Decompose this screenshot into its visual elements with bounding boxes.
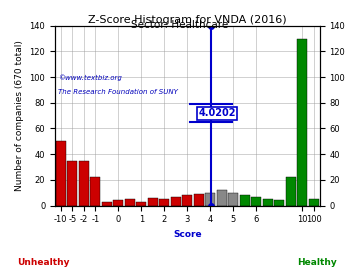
X-axis label: Score: Score bbox=[173, 230, 202, 239]
Bar bbox=[309, 199, 319, 205]
Text: 4.0202: 4.0202 bbox=[198, 108, 236, 118]
Bar bbox=[148, 198, 158, 205]
Text: Healthy: Healthy bbox=[297, 258, 337, 266]
Bar bbox=[228, 193, 238, 205]
Bar bbox=[78, 161, 89, 205]
Text: ©www.textbiz.org: ©www.textbiz.org bbox=[58, 74, 122, 81]
Bar bbox=[159, 199, 170, 205]
Title: Z-Score Histogram for VNDA (2016): Z-Score Histogram for VNDA (2016) bbox=[88, 15, 287, 25]
Bar bbox=[55, 141, 66, 205]
Bar bbox=[205, 193, 215, 205]
Bar bbox=[136, 202, 147, 205]
Text: Unhealthy: Unhealthy bbox=[17, 258, 69, 266]
Bar bbox=[262, 199, 273, 205]
Bar bbox=[274, 200, 284, 205]
Y-axis label: Number of companies (670 total): Number of companies (670 total) bbox=[15, 40, 24, 191]
Bar bbox=[285, 177, 296, 205]
Bar bbox=[251, 197, 261, 205]
Bar bbox=[102, 202, 112, 205]
Bar bbox=[194, 194, 204, 205]
Bar bbox=[297, 39, 307, 205]
Bar bbox=[217, 190, 227, 205]
Bar bbox=[113, 200, 123, 205]
Bar bbox=[240, 195, 250, 205]
Bar bbox=[182, 195, 193, 205]
Bar bbox=[171, 197, 181, 205]
Bar bbox=[125, 199, 135, 205]
Bar bbox=[67, 161, 77, 205]
Text: Sector: Healthcare: Sector: Healthcare bbox=[131, 20, 229, 30]
Text: The Research Foundation of SUNY: The Research Foundation of SUNY bbox=[58, 89, 177, 95]
Bar bbox=[90, 177, 100, 205]
